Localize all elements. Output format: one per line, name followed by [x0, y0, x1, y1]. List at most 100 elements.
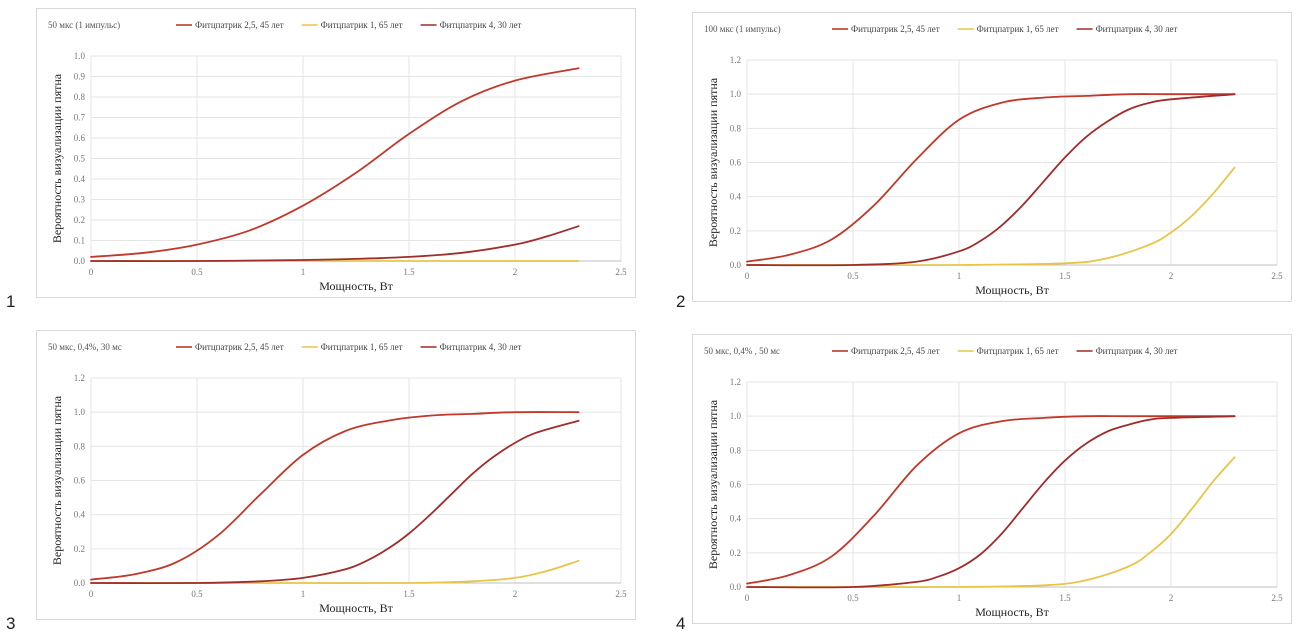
x-tick-label: 0.5 — [847, 593, 859, 603]
y-tick-label: 1.2 — [730, 55, 741, 65]
y-tick-label: 0.8 — [74, 441, 86, 451]
series-line-1 — [90, 411, 580, 581]
legend-label: Фитцпатрик 2,5, 45 лет — [851, 346, 940, 356]
y-tick-label: 0.8 — [74, 92, 86, 102]
chart-title: 100 мкс (1 импульс) — [704, 24, 781, 34]
x-tick-label: 0.5 — [847, 271, 859, 281]
y-tick-label: 0.9 — [74, 72, 86, 82]
y-axis-title: Вероятность визуализации пятна — [706, 77, 720, 247]
legend-label: Фитцпатрик 1, 65 лет — [977, 24, 1059, 34]
chart-frame — [36, 8, 636, 298]
series-line-3 — [90, 225, 580, 262]
x-tick-label: 2.5 — [1271, 271, 1283, 281]
y-tick-label: 0.3 — [74, 195, 86, 205]
y-tick-label: 0.0 — [74, 578, 86, 588]
series-line-3 — [746, 93, 1236, 267]
x-tick-label: 1.5 — [1059, 271, 1071, 281]
y-tick-label: 0.4 — [730, 514, 742, 524]
y-tick-label: 0.6 — [730, 480, 742, 490]
panel-number-1: 1 — [6, 292, 16, 311]
legend-label: Фитцпатрик 4, 30 лет — [1096, 346, 1178, 356]
x-tick-label: 2 — [1169, 593, 1174, 603]
series-line-1 — [746, 415, 1236, 585]
x-tick-label: 2.5 — [615, 589, 627, 599]
x-tick-label: 2 — [513, 267, 518, 277]
x-tick-label: 0 — [89, 267, 94, 277]
x-tick-label: 1 — [957, 271, 962, 281]
y-tick-label: 0.8 — [730, 123, 742, 133]
x-tick-label: 1 — [301, 267, 306, 277]
y-tick-label: 0.0 — [730, 582, 742, 592]
y-tick-label: 0.2 — [730, 548, 741, 558]
chart-frame — [692, 12, 1292, 302]
x-axis-title: Мощность, Вт — [975, 605, 1049, 619]
y-tick-label: 0.4 — [74, 174, 86, 184]
x-tick-label: 0 — [745, 593, 750, 603]
x-tick-label: 2.5 — [615, 267, 627, 277]
y-tick-label: 0.4 — [730, 192, 742, 202]
x-axis-title: Мощность, Вт — [319, 601, 393, 615]
y-tick-label: 1.0 — [74, 407, 86, 417]
y-axis-title: Вероятность визуализации пятна — [50, 395, 64, 565]
y-tick-label: 0.0 — [730, 260, 742, 270]
panel-number-3: 3 — [6, 614, 16, 633]
legend-label: Фитцпатрик 2,5, 45 лет — [195, 20, 284, 30]
chart-panel-1: 50 мкс (1 импульс) Фитцпатрик 2,5, 45 лет… — [36, 8, 636, 298]
panel-number-4: 4 — [676, 614, 686, 633]
legend-label: Фитцпатрик 1, 65 лет — [321, 20, 403, 30]
chart-panel-3: 50 мкс, 0,4%, 30 мс Фитцпатрик 2,5, 45 ле… — [36, 330, 636, 620]
y-tick-label: 0.2 — [74, 215, 85, 225]
legend-label: Фитцпатрик 4, 30 лет — [440, 342, 522, 352]
legend-label: Фитцпатрик 4, 30 лет — [440, 20, 522, 30]
x-axis-title: Мощность, Вт — [975, 283, 1049, 297]
y-tick-label: 0.2 — [730, 226, 741, 236]
legend-label: Фитцпатрик 4, 30 лет — [1096, 24, 1178, 34]
y-tick-label: 0.0 — [74, 256, 86, 266]
series-line-2 — [746, 456, 1236, 589]
legend-label: Фитцпатрик 2,5, 45 лет — [851, 24, 940, 34]
x-tick-label: 1.5 — [1059, 593, 1071, 603]
chart-title: 50 мкс (1 импульс) — [48, 20, 120, 30]
chart-title: 50 мкс, 0,4% , 50 мс — [704, 346, 780, 356]
x-tick-label: 0 — [89, 589, 94, 599]
x-tick-label: 0 — [745, 271, 750, 281]
x-tick-label: 1.5 — [403, 589, 415, 599]
y-tick-label: 0.6 — [74, 476, 86, 486]
x-tick-label: 2 — [1169, 271, 1174, 281]
chart-frame — [692, 334, 1292, 624]
legend-label: Фитцпатрик 1, 65 лет — [977, 346, 1059, 356]
y-tick-label: 1.0 — [730, 89, 742, 99]
y-tick-label: 1.2 — [74, 373, 85, 383]
x-tick-label: 1 — [301, 589, 306, 599]
y-tick-label: 0.1 — [74, 236, 85, 246]
y-tick-label: 0.6 — [74, 133, 86, 143]
x-tick-label: 2.5 — [1271, 593, 1283, 603]
chart-svg-4: 50 мкс, 0,4% , 50 мс Фитцпатрик 2,5, 45 л… — [692, 334, 1292, 624]
chart-panel-2: 100 мкс (1 импульс) Фитцпатрик 2,5, 45 ле… — [692, 12, 1292, 302]
chart-title: 50 мкс, 0,4%, 30 мс — [48, 342, 122, 352]
y-tick-label: 1.0 — [730, 411, 742, 421]
x-tick-label: 1 — [957, 593, 962, 603]
x-tick-label: 0.5 — [191, 267, 203, 277]
series-line-3 — [746, 415, 1236, 589]
x-tick-label: 0.5 — [191, 589, 203, 599]
chart-svg-1: 50 мкс (1 импульс) Фитцпатрик 2,5, 45 лет… — [36, 8, 636, 298]
x-tick-label: 1.5 — [403, 267, 415, 277]
x-tick-label: 2 — [513, 589, 518, 599]
y-tick-label: 0.5 — [74, 154, 86, 164]
y-axis-title: Вероятность визуализации пятна — [50, 73, 64, 243]
y-tick-label: 0.7 — [74, 113, 86, 123]
chart-svg-3: 50 мкс, 0,4%, 30 мс Фитцпатрик 2,5, 45 ле… — [36, 330, 636, 620]
y-tick-label: 1.2 — [730, 377, 741, 387]
x-axis-title: Мощность, Вт — [319, 279, 393, 293]
series-line-3 — [90, 419, 580, 585]
chart-panel-4: 50 мкс, 0,4% , 50 мс Фитцпатрик 2,5, 45 л… — [692, 334, 1292, 624]
y-tick-label: 0.8 — [730, 445, 742, 455]
y-tick-label: 1.0 — [74, 51, 86, 61]
y-tick-label: 0.4 — [74, 510, 86, 520]
y-tick-label: 0.6 — [730, 158, 742, 168]
chart-svg-2: 100 мкс (1 импульс) Фитцпатрик 2,5, 45 ле… — [692, 12, 1292, 302]
legend-label: Фитцпатрик 1, 65 лет — [321, 342, 403, 352]
y-tick-label: 0.2 — [74, 544, 85, 554]
y-axis-title: Вероятность визуализации пятна — [706, 399, 720, 569]
